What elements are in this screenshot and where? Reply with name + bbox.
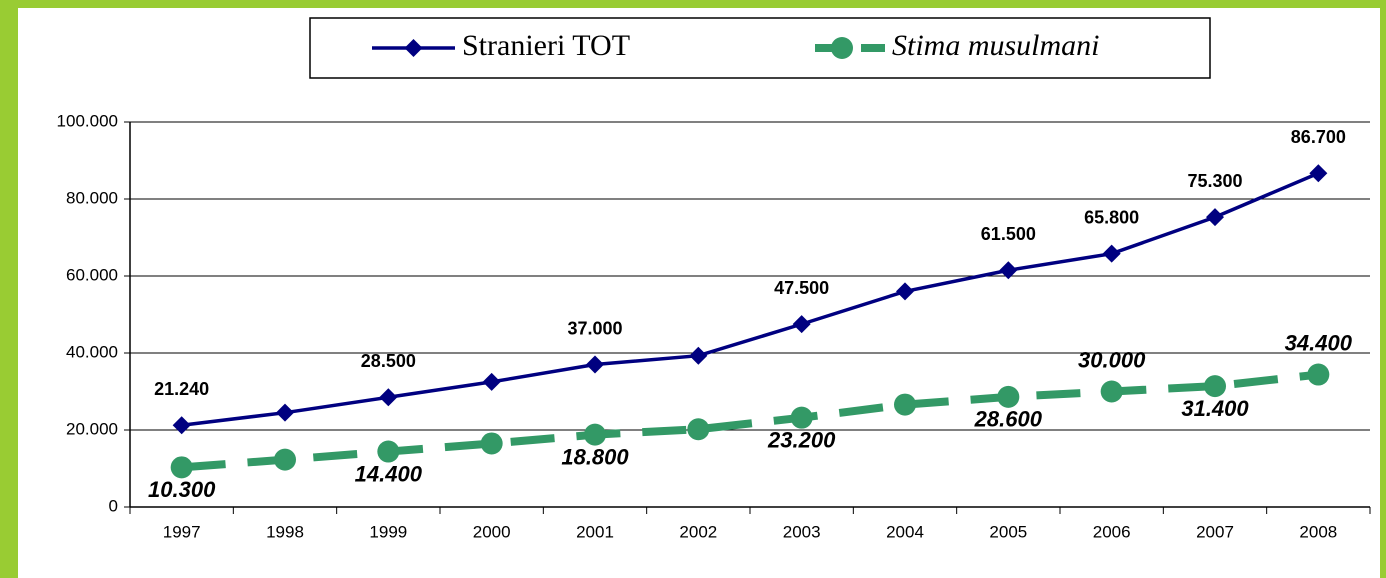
data-label: 47.500 — [774, 278, 829, 298]
y-tick-label: 40.000 — [66, 342, 118, 361]
legend-marker — [831, 37, 853, 59]
y-tick-label: 0 — [109, 496, 118, 515]
x-tick-label: 2001 — [576, 522, 614, 541]
y-tick-label: 80.000 — [66, 188, 118, 207]
point — [1100, 380, 1123, 403]
point — [687, 418, 710, 441]
legend-marker — [404, 39, 423, 57]
data-label: 31.400 — [1181, 396, 1249, 421]
point — [276, 403, 294, 422]
data-label: 18.800 — [561, 444, 629, 469]
x-tick-label: 2007 — [1196, 522, 1234, 541]
point — [1309, 164, 1328, 183]
x-tick-label: 1997 — [163, 522, 201, 541]
series-line — [181, 370, 1319, 472]
data-label: 10.300 — [148, 477, 216, 502]
y-tick-label: 20.000 — [66, 419, 118, 438]
data-label: 30.000 — [1078, 347, 1146, 372]
legend-label: Stima musulmani — [892, 29, 1100, 62]
point — [792, 315, 811, 334]
point — [896, 282, 914, 301]
data-label: 65.800 — [1084, 207, 1139, 227]
point — [999, 261, 1018, 280]
point — [894, 393, 916, 416]
point — [586, 355, 604, 374]
data-label: 23.200 — [767, 427, 836, 452]
x-tick-label: 1998 — [266, 522, 304, 541]
data-label: 34.400 — [1285, 330, 1353, 355]
legend — [309, 17, 1211, 79]
x-tick-label: 2005 — [989, 522, 1027, 541]
point — [1307, 363, 1330, 386]
point — [482, 372, 501, 391]
point — [584, 423, 606, 446]
point — [689, 346, 708, 365]
point — [170, 456, 193, 479]
data-label: 75.300 — [1187, 171, 1242, 191]
x-tick-label: 1999 — [369, 522, 407, 541]
data-label: 37.000 — [567, 318, 622, 338]
point — [1204, 375, 1226, 398]
point — [274, 448, 296, 471]
data-label: 14.400 — [355, 461, 423, 486]
x-tick-label: 2008 — [1299, 522, 1337, 541]
point — [172, 416, 191, 435]
x-tick-label: 2003 — [783, 522, 821, 541]
data-label: 86.700 — [1291, 127, 1346, 147]
data-label: 28.600 — [974, 407, 1043, 432]
y-tick-label: 100.000 — [57, 111, 118, 130]
data-label: 28.500 — [361, 351, 416, 371]
x-tick-label: 2002 — [679, 522, 717, 541]
x-tick-label: 2006 — [1093, 522, 1131, 541]
data-label: 21.240 — [154, 379, 209, 399]
point — [1206, 208, 1224, 227]
series-line — [181, 171, 1320, 427]
point — [379, 388, 398, 407]
point — [480, 432, 503, 455]
legend-label: Stranieri TOT — [462, 29, 630, 62]
x-tick-label: 2000 — [473, 522, 511, 541]
point — [377, 440, 400, 463]
chart-background — [18, 8, 1380, 578]
point — [790, 406, 813, 429]
x-tick-label: 2004 — [886, 522, 924, 541]
data-label: 61.500 — [981, 224, 1036, 244]
y-tick-label: 60.000 — [66, 265, 118, 284]
point — [1102, 244, 1121, 263]
point — [997, 385, 1020, 408]
